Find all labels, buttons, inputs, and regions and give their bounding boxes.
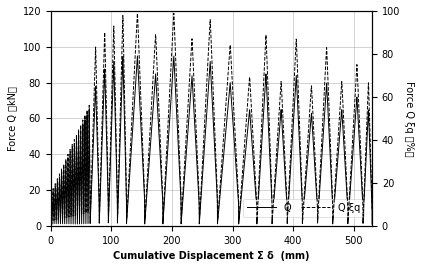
- Line: Q ξq: Q ξq: [51, 13, 372, 226]
- Q ξq: [257, 161, 262, 164]
- X-axis label: Cumulative Displacement Σ δ  (mm): Cumulative Displacement Σ δ (mm): [113, 251, 310, 261]
- Q ξq: [171, 15, 176, 18]
- Q: [241, 172, 246, 175]
- Q: [48, 224, 53, 227]
- Q ξq: [107, 193, 112, 197]
- Q: [257, 174, 262, 178]
- Legend: Q, Q ξq: Q, Q ξq: [243, 199, 364, 217]
- Q: [135, 54, 140, 58]
- Q: [107, 199, 112, 203]
- Y-axis label: Force Q （kN）: Force Q （kN）: [7, 86, 17, 151]
- Q: [312, 168, 317, 171]
- Q ξq: [171, 12, 176, 15]
- Q ξq: [241, 157, 246, 160]
- Q ξq: [370, 209, 375, 212]
- Q ξq: [312, 154, 317, 157]
- Y-axis label: Force Q ξq （%）: Force Q ξq （%）: [404, 81, 414, 156]
- Q: [370, 222, 375, 226]
- Q ξq: [48, 224, 53, 227]
- Q: [171, 58, 176, 61]
- Line: Q: Q: [51, 56, 372, 226]
- Q ξq: [288, 153, 293, 156]
- Q: [288, 167, 293, 170]
